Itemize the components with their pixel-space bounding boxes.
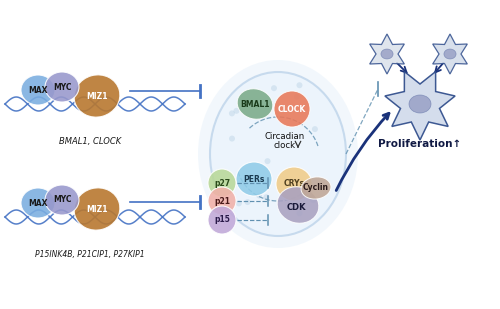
Ellipse shape bbox=[229, 136, 235, 142]
Ellipse shape bbox=[244, 199, 250, 205]
Text: p27: p27 bbox=[214, 179, 230, 188]
Ellipse shape bbox=[276, 167, 312, 201]
Ellipse shape bbox=[236, 201, 242, 206]
Text: p21: p21 bbox=[214, 197, 230, 205]
Text: BMAL1: BMAL1 bbox=[240, 99, 270, 108]
Text: MAX: MAX bbox=[28, 86, 48, 95]
Ellipse shape bbox=[296, 82, 302, 88]
Text: Cyclin: Cyclin bbox=[303, 184, 329, 193]
Ellipse shape bbox=[226, 188, 232, 194]
Ellipse shape bbox=[312, 126, 318, 132]
Ellipse shape bbox=[208, 206, 236, 234]
Ellipse shape bbox=[45, 72, 79, 102]
Ellipse shape bbox=[271, 85, 277, 91]
Text: CRYs: CRYs bbox=[284, 180, 304, 188]
Text: MYC: MYC bbox=[53, 196, 72, 205]
Ellipse shape bbox=[264, 194, 270, 200]
Text: Circadian: Circadian bbox=[265, 132, 305, 141]
Text: Proliferation↑: Proliferation↑ bbox=[378, 139, 462, 149]
Text: MAX: MAX bbox=[28, 198, 48, 208]
Text: p15: p15 bbox=[214, 215, 230, 225]
Ellipse shape bbox=[265, 178, 271, 184]
Ellipse shape bbox=[256, 193, 262, 198]
Ellipse shape bbox=[274, 91, 310, 127]
Ellipse shape bbox=[208, 169, 236, 197]
Ellipse shape bbox=[229, 110, 235, 116]
Ellipse shape bbox=[198, 60, 358, 248]
Ellipse shape bbox=[21, 75, 55, 105]
Text: MYC: MYC bbox=[53, 83, 72, 91]
Text: clock: clock bbox=[274, 141, 296, 150]
Ellipse shape bbox=[409, 95, 431, 113]
Ellipse shape bbox=[264, 158, 270, 164]
Polygon shape bbox=[370, 34, 404, 74]
Ellipse shape bbox=[234, 108, 239, 114]
Polygon shape bbox=[385, 72, 455, 140]
Ellipse shape bbox=[236, 162, 272, 196]
Text: MIZ1: MIZ1 bbox=[86, 205, 108, 214]
Ellipse shape bbox=[277, 187, 319, 223]
Ellipse shape bbox=[301, 177, 331, 199]
Text: PERs: PERs bbox=[244, 175, 264, 184]
Ellipse shape bbox=[296, 210, 302, 216]
Text: P15INK4B, P21CIP1, P27KIP1: P15INK4B, P21CIP1, P27KIP1 bbox=[35, 249, 145, 259]
Text: CLOCK: CLOCK bbox=[278, 104, 306, 113]
Ellipse shape bbox=[381, 49, 393, 59]
Ellipse shape bbox=[21, 188, 55, 218]
Text: CDK: CDK bbox=[286, 202, 306, 211]
Text: BMAL1, CLOCK: BMAL1, CLOCK bbox=[59, 137, 121, 146]
Ellipse shape bbox=[74, 75, 120, 117]
Ellipse shape bbox=[74, 188, 120, 230]
Polygon shape bbox=[432, 34, 468, 74]
Ellipse shape bbox=[294, 94, 300, 100]
Ellipse shape bbox=[310, 197, 316, 203]
Ellipse shape bbox=[208, 187, 236, 215]
Ellipse shape bbox=[210, 72, 346, 236]
Text: MIZ1: MIZ1 bbox=[86, 91, 108, 100]
Ellipse shape bbox=[45, 185, 79, 215]
Ellipse shape bbox=[237, 89, 273, 119]
Ellipse shape bbox=[444, 49, 456, 59]
